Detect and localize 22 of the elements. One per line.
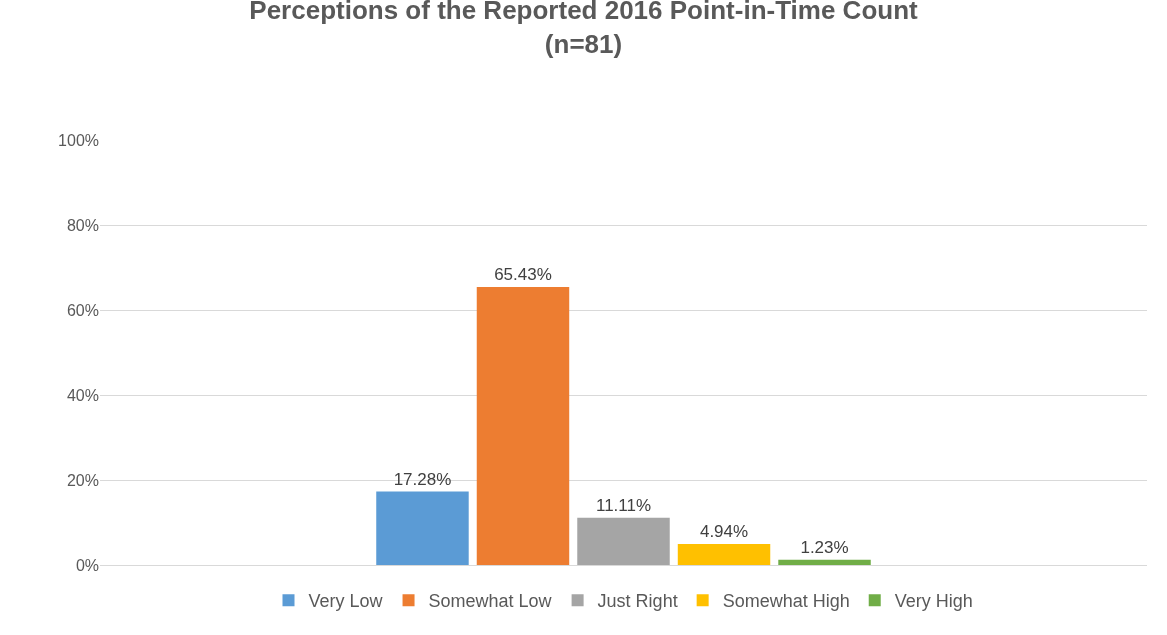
y-tick-label: 40% <box>66 386 99 404</box>
y-tick-label: 0% <box>75 556 99 574</box>
data-label: 4.94% <box>699 522 749 542</box>
legend-label: Very High <box>894 591 973 612</box>
legend-label: Just Right <box>597 591 678 612</box>
y-tick-label: 60% <box>66 301 99 319</box>
legend-label: Somewhat Low <box>428 591 553 612</box>
bar <box>778 559 871 565</box>
legend-label: Somewhat High <box>722 591 850 612</box>
y-tick-label: 100% <box>58 131 99 149</box>
bar <box>577 517 670 565</box>
chart-title: Perceptions of the Reported 2016 Point-in-Time Count (n=81) <box>249 0 919 59</box>
data-label: 1.23% <box>800 537 849 557</box>
legend-label: Very Low <box>308 591 384 612</box>
data-label: 65.43% <box>494 264 552 284</box>
bar <box>677 544 771 565</box>
bar <box>376 491 469 565</box>
y-tick-label: 20% <box>66 471 99 489</box>
y-tick-label: 80% <box>66 216 99 234</box>
data-label: 11.11% <box>595 495 652 515</box>
data-label: 17.28% <box>393 469 452 489</box>
bar <box>476 286 570 565</box>
